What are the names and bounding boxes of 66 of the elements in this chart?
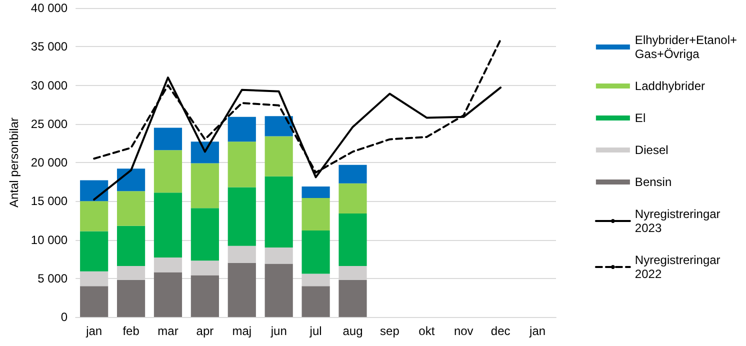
legend-label: Diesel: [634, 143, 668, 157]
legend-label: El: [634, 111, 646, 125]
y-tick-label: 40 000: [30, 1, 68, 15]
bar: [228, 187, 256, 246]
bar: [264, 176, 293, 248]
bar: [154, 192, 182, 258]
x-tick-label: mar: [158, 324, 178, 338]
bar: [154, 258, 182, 272]
legend-label: Laddhybrider: [634, 79, 705, 93]
x-tick-label: sep: [380, 324, 400, 338]
bar: [116, 168, 146, 192]
y-tick-label: 15 000: [30, 194, 68, 208]
bar: [116, 191, 146, 226]
bar: [80, 201, 108, 232]
x-tick-label: jan: [528, 324, 546, 338]
bar: [228, 262, 256, 317]
x-tick-label: jan: [85, 324, 102, 338]
legend-label: Elhybrider+Etanol+Gas+Övriga: [634, 33, 738, 61]
bar: [338, 164, 367, 184]
bar: [154, 128, 182, 150]
bar: [302, 230, 330, 274]
legend-label: Nyregistreringar 2022: [634, 253, 720, 281]
bar: [302, 186, 330, 198]
bar: [190, 260, 219, 276]
y-tick-label: 10 000: [30, 232, 68, 247]
x-tick-label: dec: [490, 324, 510, 338]
y-tick-label: 35 000: [30, 40, 68, 54]
x-tick-label: feb: [122, 324, 140, 338]
bar: [190, 142, 219, 164]
y-tick-label: 20 000: [30, 156, 68, 170]
x-tick-label: okt: [418, 324, 436, 338]
bar: [228, 142, 256, 188]
x-tick-label: jun: [270, 324, 287, 338]
bar: [302, 286, 330, 317]
bar: [154, 150, 182, 193]
bar: [264, 136, 293, 176]
x-tick-label: apr: [196, 324, 214, 338]
bar: [80, 180, 108, 202]
bar: [190, 275, 219, 317]
x-tick-label: jul: [308, 324, 322, 338]
x-tick-label: maj: [232, 324, 252, 338]
x-tick-label: nov: [454, 324, 474, 338]
y-tick-label: 25 000: [30, 116, 68, 131]
bar: [264, 264, 293, 317]
legend-label: Nyregistreringar 2023: [634, 207, 720, 235]
bar: [80, 286, 108, 317]
legend-label: Bensin: [634, 175, 672, 189]
bar: [116, 226, 146, 266]
bar: [228, 246, 256, 263]
y-axis-title: Antal personbilar: [7, 117, 21, 208]
bar: [302, 198, 330, 230]
y-tick-label: 30 000: [30, 78, 68, 92]
bar: [228, 116, 256, 142]
bar: [190, 208, 219, 261]
bar: [190, 163, 219, 208]
x-tick-label: aug: [342, 324, 363, 338]
bar: [338, 213, 367, 266]
y-tick-label: 0: [60, 310, 68, 324]
bar: [338, 280, 367, 317]
y-tick-label: 5 000: [38, 271, 68, 286]
bar: [264, 116, 293, 136]
bar: [338, 183, 367, 214]
bar: [264, 247, 293, 264]
bar: [154, 272, 182, 317]
bar: [116, 280, 146, 317]
bar: [80, 231, 108, 272]
